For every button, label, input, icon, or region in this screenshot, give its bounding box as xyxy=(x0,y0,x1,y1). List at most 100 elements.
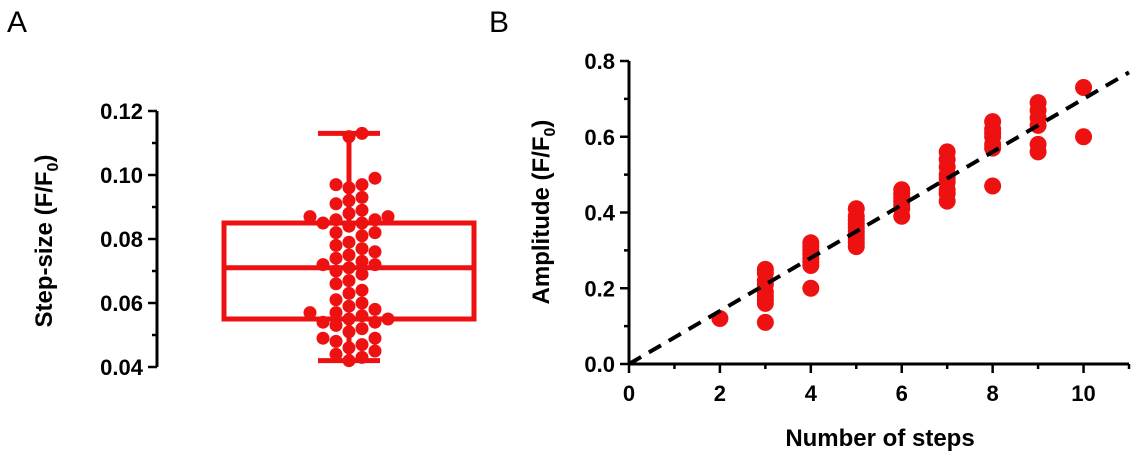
panel-a-data-point xyxy=(342,341,356,355)
panel-a-y-axis-title-close: ) xyxy=(31,155,58,163)
panel-a-data-point xyxy=(381,312,395,326)
panel-a-data-point xyxy=(355,296,369,310)
panel-a-data-point xyxy=(329,334,343,348)
panel-b-x-tick-label: 10 xyxy=(1071,381,1095,406)
panel-b-data-point xyxy=(893,207,911,225)
panel-b-x-tick-label: 4 xyxy=(805,381,818,406)
panel-a-data-point xyxy=(329,197,343,211)
panel-a-y-tick-label: 0.12 xyxy=(100,99,143,124)
panel-b-data-point xyxy=(938,192,956,210)
panel-b-x-axis-title: Number of steps xyxy=(785,425,974,452)
panel-a-data-point xyxy=(329,277,343,291)
panel-b-data-point xyxy=(847,238,865,256)
panel-a-points xyxy=(303,126,395,368)
panel-a-data-point xyxy=(368,344,382,358)
panel-b-y-axis-title-close: ) xyxy=(528,120,555,128)
panel-b-data-point xyxy=(802,279,820,297)
panel-a-data-point xyxy=(355,350,369,364)
panel-b-y-axis-title-main: Amplitude (F/F xyxy=(528,136,555,304)
panel-b-data-point xyxy=(1075,79,1093,97)
panel-a-data-point xyxy=(355,338,369,352)
panel-b-data-point xyxy=(1029,143,1047,161)
panel-a-data-point xyxy=(342,219,356,233)
panel-a-data-point xyxy=(329,306,343,320)
panel-a-data-point xyxy=(368,171,382,185)
panel-a-data-point xyxy=(368,331,382,345)
panel-a-box-plot: A Step-size (F/F0) 0.04 0.06 0.08 0.10 0.12 xyxy=(7,6,477,380)
panel-a-data-point xyxy=(342,235,356,249)
panel-b-data-point xyxy=(756,313,774,331)
panel-b-fit-line xyxy=(627,70,1131,366)
panel-a-data-point xyxy=(355,229,369,243)
panel-a-data-point xyxy=(342,261,356,275)
panel-a-data-point xyxy=(368,213,382,227)
panel-b-points xyxy=(711,79,1093,331)
panel-a-data-point xyxy=(342,274,356,288)
panel-a-data-point xyxy=(329,213,343,227)
panel-a-data-point xyxy=(342,286,356,300)
panel-a-data-point xyxy=(316,258,330,272)
panel-b-data-point xyxy=(1075,128,1093,146)
panel-b-y-tick-label: 0.2 xyxy=(584,276,615,301)
panel-a-data-point xyxy=(316,315,330,329)
panel-a-data-point xyxy=(368,245,382,259)
panel-b-data-point xyxy=(984,177,1002,195)
panel-b-y-axis-title: Amplitude (F/F0) xyxy=(528,120,559,305)
panel-a-data-point xyxy=(329,347,343,361)
panel-b-x-tick-label: 0 xyxy=(623,381,635,406)
panel-a-letter: A xyxy=(7,6,27,39)
panel-b-axes: 0.0 0.2 0.4 0.6 0.8 0 2 4 6 8 10 xyxy=(584,49,1131,406)
panel-a-data-point xyxy=(342,130,356,144)
panel-a-data-point xyxy=(355,216,369,230)
panel-a-data-point xyxy=(342,194,356,208)
panel-a-data-point xyxy=(355,242,369,256)
panel-b-y-tick-label: 0.0 xyxy=(584,352,615,377)
panel-a-y-axis-title-main: Step-size (F/F xyxy=(31,171,58,327)
panel-a-data-point xyxy=(329,264,343,278)
panel-a-data-point xyxy=(329,178,343,192)
panel-b-y-axis-title-subscript: 0 xyxy=(542,127,559,136)
panel-a-data-point xyxy=(342,248,356,262)
panel-a-data-point xyxy=(355,254,369,268)
panel-a-y-tick-label: 0.10 xyxy=(100,163,143,188)
panel-a-data-point xyxy=(355,267,369,281)
panel-a-data-point xyxy=(368,226,382,240)
panel-a-data-point xyxy=(342,312,356,326)
panel-a-data-point xyxy=(368,302,382,316)
panel-a-y-axis: 0.04 0.06 0.08 0.10 0.12 xyxy=(100,99,159,380)
panel-a-data-point xyxy=(303,306,317,320)
panel-b-y-tick-label: 0.8 xyxy=(584,49,615,74)
panel-a-data-point xyxy=(355,203,369,217)
panel-a-y-tick-label: 0.04 xyxy=(100,355,144,380)
panel-a-y-axis-title: Step-size (F/F0) xyxy=(31,155,62,328)
panel-a-data-point xyxy=(355,126,369,140)
panel-a-y-tick-label: 0.08 xyxy=(100,227,143,252)
panel-a-data-point xyxy=(381,210,395,224)
panel-b-fit-line-group xyxy=(627,70,1131,366)
panel-b-scatter-plot: B Amplitude (F/F0) Number of steps 0.00.… xyxy=(489,6,1131,452)
panel-a-data-point xyxy=(303,210,317,224)
panel-a-data-point xyxy=(355,283,369,297)
panel-a-data-point xyxy=(368,258,382,272)
panel-a-data-point xyxy=(342,181,356,195)
panel-a-data-point xyxy=(329,318,343,332)
panel-a-data-point xyxy=(355,178,369,192)
panel-a-data-point xyxy=(329,293,343,307)
panel-b-data-point xyxy=(756,294,774,312)
panel-b-data-point xyxy=(802,257,820,275)
panel-a-data-point xyxy=(329,238,343,252)
panel-a-y-tick-label: 0.06 xyxy=(100,291,143,316)
panel-a-data-point xyxy=(355,190,369,204)
panel-a-data-point xyxy=(329,251,343,265)
panel-b-letter: B xyxy=(489,6,509,39)
panel-a-data-point xyxy=(342,299,356,313)
panel-b-x-tick-label: 8 xyxy=(987,381,999,406)
panel-b-x-tick-label: 2 xyxy=(714,381,726,406)
panel-a-y-axis-title-subscript: 0 xyxy=(45,162,62,171)
panel-a-data-point xyxy=(342,354,356,368)
panel-a-data-point xyxy=(316,216,330,230)
panel-a-data-point xyxy=(316,331,330,345)
panel-a-data-point xyxy=(368,315,382,329)
panel-a-data-point xyxy=(342,325,356,339)
